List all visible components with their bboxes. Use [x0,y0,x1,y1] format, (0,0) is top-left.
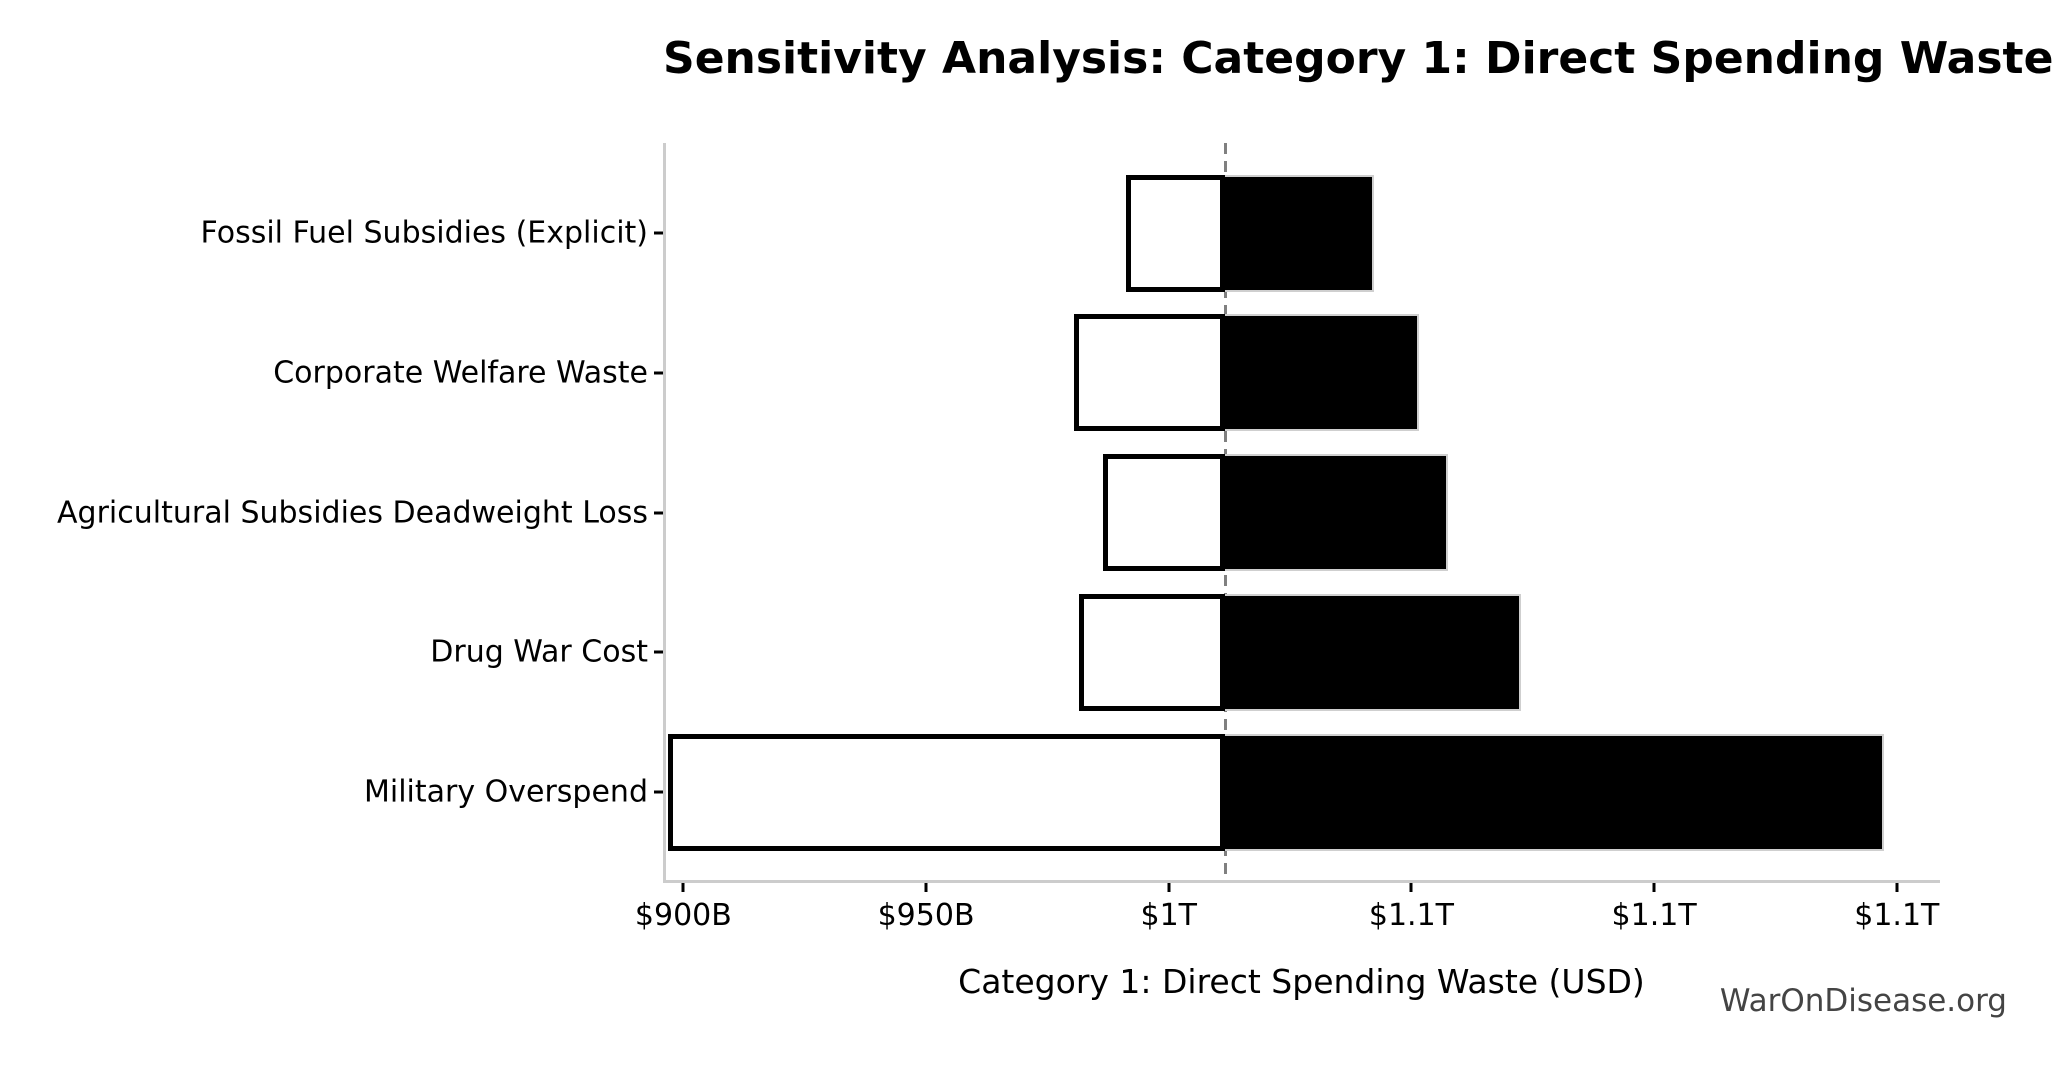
x-tick-label: $1.1T [1368,898,1454,933]
bar-low-segment [1103,454,1226,571]
category-label: Corporate Welfare Waste [273,355,648,391]
y-tick-mark [654,511,663,514]
plot-area [663,143,1940,883]
bar-low-segment [1073,314,1226,432]
bar-low-segment [668,733,1226,851]
x-tick-mark [1409,883,1413,892]
bar-high-segment [1225,454,1448,571]
x-tick-mark [1895,883,1899,892]
x-tick-mark [681,883,685,892]
x-tick-label: $900B [634,898,732,933]
chart-title: Sensitivity Analysis: Category 1: Direct… [663,33,2054,84]
bar-low-segment [1125,174,1226,292]
x-axis-label: Category 1: Direct Spending Waste (USD) [958,962,1645,1001]
bar-high-segment [1225,314,1420,432]
bar-high-segment [1225,733,1884,851]
y-tick-mark [654,371,663,375]
category-label: Military Overspend [363,774,648,810]
category-label: Agricultural Subsidies Deadweight Loss [57,495,648,530]
watermark: WarOnDisease.org [1719,983,2007,1019]
x-tick-mark [1167,883,1171,892]
y-tick-mark [654,231,663,235]
bar-low-segment [1079,593,1226,711]
x-tick-label: $950B [877,898,975,933]
x-tick-mark [1652,883,1656,892]
y-tick-mark [654,650,663,654]
x-tick-mark [924,883,928,892]
x-tick-label: $1.1T [1611,898,1697,933]
category-label: Drug War Cost [430,634,648,670]
category-label: Fossil Fuel Subsidies (Explicit) [200,215,648,251]
bar-high-segment [1225,593,1522,711]
y-tick-mark [654,790,663,794]
bar-high-segment [1225,174,1374,292]
x-tick-label: $1T [1140,898,1198,933]
x-tick-label: $1.1T [1854,898,1940,933]
